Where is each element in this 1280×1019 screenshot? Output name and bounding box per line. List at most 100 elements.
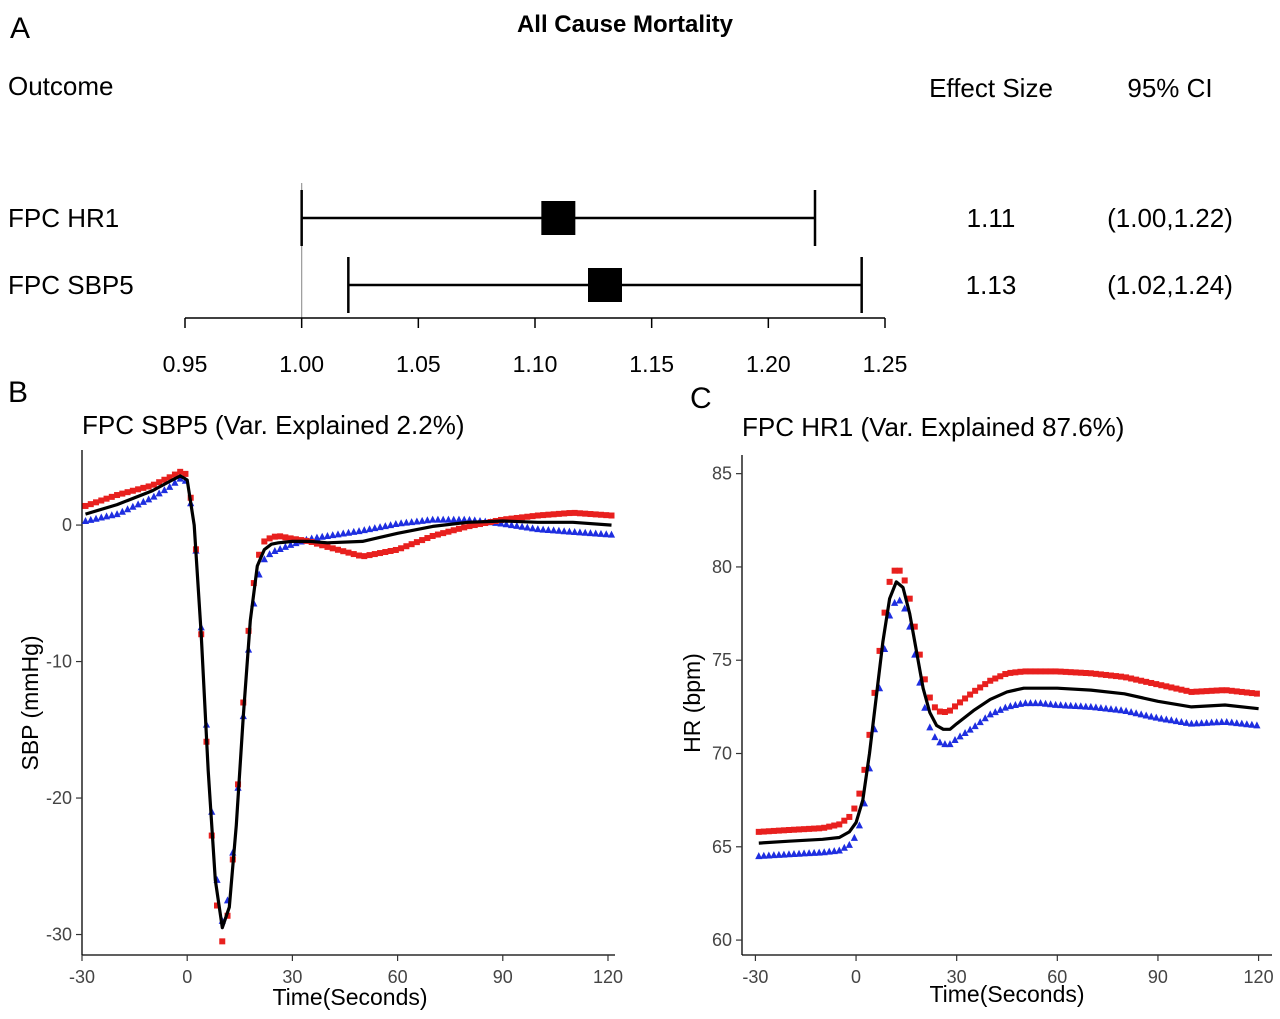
series-plus-marker (931, 704, 938, 711)
series-minus-marker (1248, 720, 1256, 728)
series-plus-marker (119, 490, 126, 497)
series-plus-marker (911, 623, 918, 630)
series-plus-marker (377, 550, 384, 557)
series-plus-marker (1107, 672, 1114, 679)
series-plus-marker (997, 673, 1004, 680)
series-minus-marker (1167, 716, 1175, 724)
x-tick-label: 60 (1047, 967, 1067, 987)
series-plus-marker (476, 521, 483, 528)
series-minus-marker (81, 516, 90, 524)
series-minus-marker (760, 851, 768, 859)
series-plus-marker (936, 708, 943, 715)
series-plus-marker (1213, 687, 1220, 694)
series-minus-marker (555, 526, 563, 534)
series-plus-marker (561, 510, 568, 517)
y-tick-label: 75 (712, 650, 732, 670)
chart-c: -30 0 30 60 90 120 60 65 70 75 80 85 (712, 455, 1274, 987)
series-minus-marker (1197, 719, 1206, 727)
series-minus-marker (1223, 717, 1231, 725)
series-minus-marker (166, 482, 174, 490)
series-minus-marker (118, 507, 126, 515)
series-plus-marker (108, 493, 115, 500)
series-plus-marker (775, 827, 782, 834)
series-minus-marker (1122, 706, 1130, 714)
series-plus-marker (1238, 688, 1245, 695)
series-minus-marker (597, 529, 605, 537)
series-minus-marker (423, 516, 431, 524)
series-plus-marker (891, 567, 898, 574)
series-plus-marker (1178, 686, 1185, 693)
x-tick-label: 30 (282, 967, 302, 987)
series-plus-marker (282, 534, 289, 541)
series-plus-marker (916, 651, 923, 658)
effect-marker (541, 201, 576, 235)
series-plus-marker (1077, 669, 1084, 676)
series-plus-marker (1123, 674, 1130, 681)
series-minus-marker (1016, 699, 1025, 707)
series-plus-marker (603, 512, 610, 519)
series-minus-marker (97, 513, 105, 521)
series-minus-marker (408, 518, 416, 526)
series-plus-marker (765, 828, 772, 835)
series-plus-marker (529, 513, 536, 520)
series-minus-marker (1228, 718, 1236, 726)
series-minus-marker (123, 505, 132, 513)
series-minus-marker (896, 596, 904, 604)
series-minus-marker (276, 544, 284, 552)
series-plus-marker (566, 510, 573, 517)
series-minus-marker (102, 512, 111, 520)
series-minus-marker (592, 529, 600, 537)
series-plus-marker (87, 501, 94, 508)
series-minus-marker (1072, 702, 1080, 710)
series-plus-marker (977, 684, 984, 691)
series-plus-marker (1082, 670, 1089, 677)
series-plus-marker (124, 489, 131, 496)
series-plus-marker (503, 516, 510, 523)
series-plus-marker (1118, 673, 1125, 680)
series-plus-marker (755, 828, 762, 835)
series-plus-marker (866, 731, 873, 738)
series-minus-marker (805, 849, 813, 857)
series-plus-marker (1188, 688, 1195, 695)
forest-plot: 0.95 1.00 1.05 1.10 1.15 1.20 1.25 FPC HR1 1.11 (… (8, 183, 1233, 377)
series-minus-marker (1067, 701, 1075, 709)
series-minus-marker (92, 514, 100, 522)
series-plus-marker (461, 524, 468, 531)
forest-x-tick-label: 1.10 (513, 351, 558, 377)
series-minus-marker (134, 500, 142, 508)
series-plus-marker (826, 823, 833, 830)
series-minus-marker (513, 521, 521, 529)
series-minus-marker (1182, 718, 1191, 726)
series-plus-marker (836, 821, 843, 828)
series-plus-marker (1062, 668, 1069, 675)
series-plus-marker (450, 527, 457, 534)
chart-c-xlabel: Time(Seconds) (929, 981, 1084, 1007)
series-minus-marker (392, 520, 400, 528)
series-minus-marker (1142, 711, 1150, 719)
chart-c-ylabel: HR (bpm) (679, 653, 705, 753)
series-minus-marker (339, 529, 347, 537)
series-plus-marker (334, 546, 341, 553)
series-plus-marker (1203, 688, 1210, 695)
series-plus-marker (129, 487, 136, 494)
series-minus-marker (1218, 717, 1226, 725)
series-minus-marker (1177, 717, 1186, 725)
series-minus-marker (951, 735, 959, 743)
series-plus-marker (780, 827, 787, 834)
forest-row-label: FPC SBP5 (8, 270, 134, 300)
forest-x-tick-label: 1.15 (629, 351, 674, 377)
series-minus-marker (171, 478, 179, 486)
series-minus-marker (287, 540, 295, 548)
series-plus-marker (962, 695, 969, 702)
series-plus-marker (161, 476, 168, 483)
forest-x-tick-label: 1.05 (396, 351, 441, 377)
series-minus-marker (780, 850, 788, 858)
series-plus-marker (319, 542, 326, 549)
series-minus-marker (518, 522, 526, 530)
forest-x-tick-label: 0.95 (163, 351, 208, 377)
series-minus-marker (507, 521, 516, 529)
series-plus-marker (540, 512, 547, 519)
series-plus-marker (382, 549, 389, 556)
x-tick-label: 0 (182, 967, 192, 987)
